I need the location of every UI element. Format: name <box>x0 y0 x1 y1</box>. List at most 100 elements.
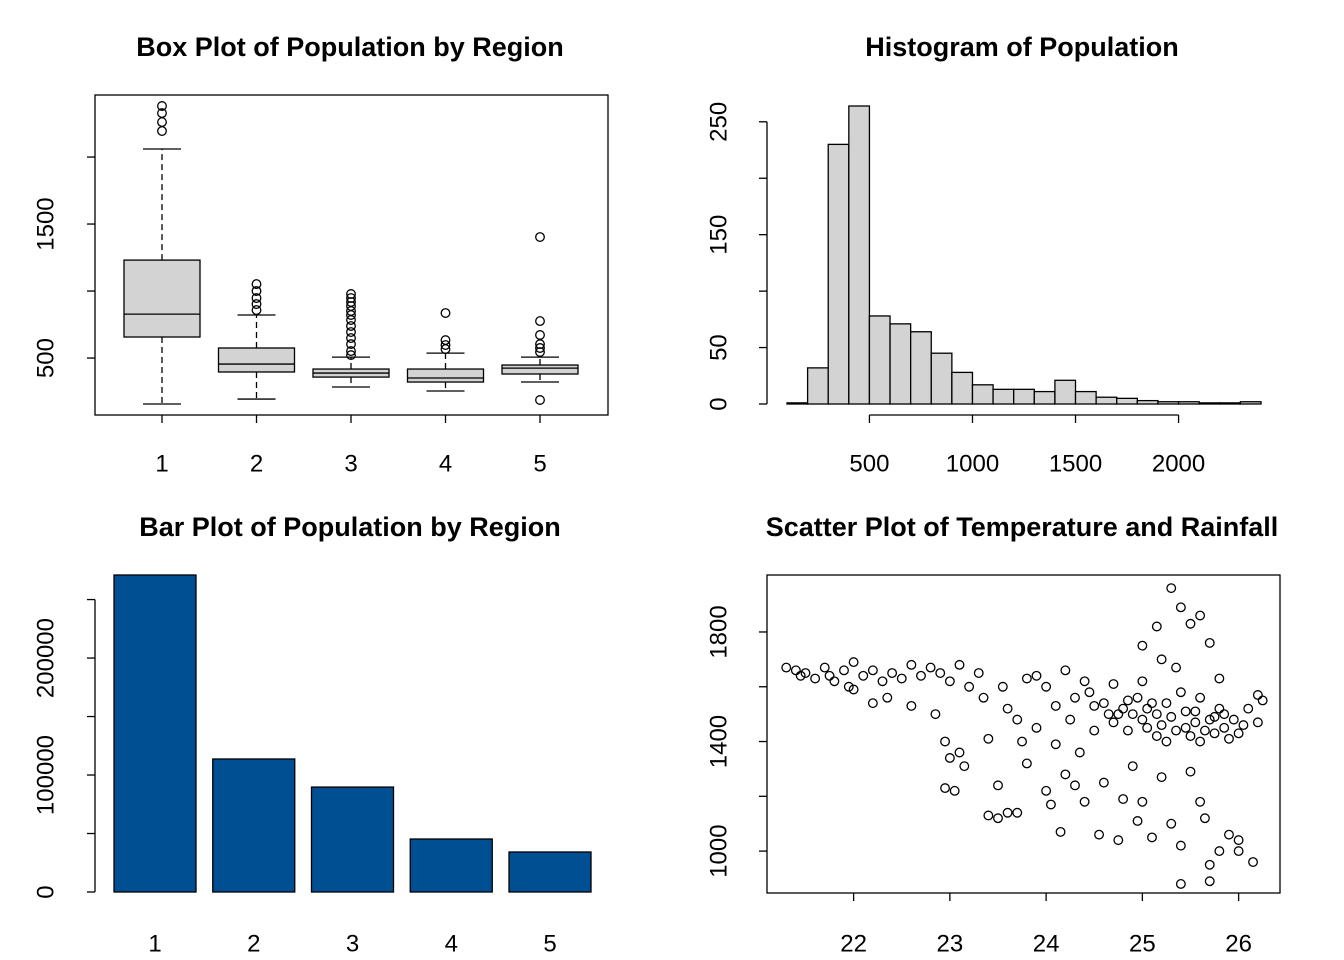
scatter-point <box>1055 826 1066 837</box>
x-tick-label: 22 <box>840 930 867 957</box>
y-tick-label: 1000 <box>705 824 732 877</box>
scatter-point <box>1252 690 1263 700</box>
scatter-point <box>1214 703 1225 714</box>
scatter-point <box>1031 670 1042 681</box>
scatter-point <box>930 709 941 720</box>
scatter-point <box>1122 695 1133 706</box>
scatter-point <box>1002 807 1013 818</box>
scatter-point <box>1180 706 1191 717</box>
scatter-point <box>1137 640 1148 651</box>
scatter-point <box>1195 692 1206 703</box>
scatter-point <box>1204 859 1215 870</box>
histogram-bar <box>827 143 850 405</box>
scatter-point <box>983 810 994 821</box>
scatter-point <box>848 684 859 695</box>
scatter-point <box>983 733 994 744</box>
scatter-point <box>1204 714 1215 725</box>
outlier <box>251 286 262 296</box>
y-tick-label: 0 <box>32 885 59 898</box>
scatter-point <box>916 670 926 681</box>
outlier <box>346 339 356 350</box>
scatter-point <box>949 785 960 796</box>
scatter-point <box>1219 722 1230 733</box>
scatter-point <box>790 665 801 676</box>
scatter-point <box>973 668 984 679</box>
scatter-point <box>882 692 893 703</box>
outlier <box>535 316 545 327</box>
outlier <box>346 310 356 320</box>
scatter-point <box>1190 717 1201 728</box>
scatter-point <box>1137 676 1148 687</box>
scatter-point <box>1171 662 1182 673</box>
scatter-point <box>1050 700 1061 711</box>
scatter-point <box>940 783 951 794</box>
histogram-bar <box>889 323 912 405</box>
scatter-point <box>1238 720 1249 731</box>
scatter-point <box>1175 687 1186 698</box>
scatter-point <box>1175 840 1186 851</box>
scatter-point <box>1214 673 1225 684</box>
scatter-point <box>1127 761 1138 772</box>
scatter-point <box>1214 846 1225 857</box>
histogram-bar <box>1157 401 1180 405</box>
histogram-bar <box>910 331 932 405</box>
x-tick-label: 2000 <box>1152 450 1205 477</box>
box <box>501 364 579 375</box>
outlier <box>251 299 262 309</box>
scatter-point <box>925 662 936 673</box>
x-tick-label: 1500 <box>1049 450 1102 477</box>
scatter-point <box>867 665 878 676</box>
scatter-point <box>944 753 955 763</box>
y-tick-label: 1400 <box>705 715 732 768</box>
outlier <box>535 339 545 350</box>
scatter-point <box>1113 835 1124 846</box>
box <box>123 259 201 338</box>
scatter-point <box>964 681 975 692</box>
scatter-point <box>1233 846 1244 857</box>
scatter-point <box>1045 799 1056 810</box>
x-tick-label: 4 <box>445 930 458 957</box>
chart-title: Histogram of Population <box>865 32 1179 62</box>
histogram-bar <box>1116 397 1138 405</box>
x-tick-label: 5 <box>533 450 546 477</box>
scatter-point <box>1142 722 1153 733</box>
scatter-point <box>1041 681 1052 692</box>
bar <box>113 574 197 893</box>
bar <box>508 851 592 893</box>
x-tick-label: 1 <box>155 450 168 477</box>
outlier <box>157 101 167 111</box>
scatter-point <box>781 662 792 673</box>
scatter-point <box>848 657 859 668</box>
histogram-bar <box>1095 396 1118 405</box>
histogram-bar <box>786 402 809 405</box>
scatter-point <box>1094 829 1105 840</box>
bar <box>409 838 493 893</box>
scatter-point <box>1132 692 1143 703</box>
scatter-point <box>1132 816 1143 826</box>
scatter-point <box>1185 766 1196 777</box>
scatter-point <box>1252 717 1263 728</box>
scatter-point <box>993 780 1003 791</box>
y-tick-label: 1500 <box>32 197 59 250</box>
scatter-point <box>1209 728 1220 739</box>
scatter-point <box>1204 876 1215 887</box>
outlier <box>535 232 545 242</box>
scatter-point <box>1195 610 1206 621</box>
outlier <box>157 117 167 128</box>
x-tick-label: 1000 <box>946 450 999 477</box>
scatter-point <box>906 700 917 711</box>
scatter-point <box>940 736 951 747</box>
outlier <box>535 347 545 357</box>
scatter-point <box>1224 733 1234 744</box>
x-tick-label: 2 <box>247 930 260 957</box>
scatter-point <box>1147 698 1157 709</box>
scatter-point <box>877 676 888 687</box>
scatter-point <box>1180 722 1191 733</box>
scatter-point <box>1103 709 1114 720</box>
outlier <box>440 344 451 355</box>
bar <box>310 786 395 893</box>
box <box>406 368 485 383</box>
scatter-point <box>1079 676 1090 687</box>
scatter-point <box>993 813 1003 824</box>
scatter-point <box>1070 692 1080 703</box>
